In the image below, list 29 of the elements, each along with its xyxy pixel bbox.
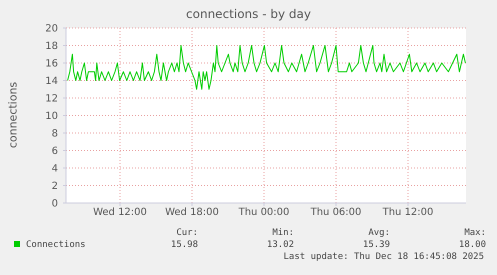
text: 13.02 (266, 240, 294, 250)
y-tick-label: 8 (52, 128, 58, 140)
y-tick-label: 12 (45, 94, 58, 104)
legend-label: Connections (25, 240, 86, 250)
x-tick-label: Wed 18:00 (165, 207, 219, 218)
y-tick-label: 6 (52, 146, 58, 157)
y-tick-label: 16 (45, 58, 58, 70)
text: Avg: (367, 228, 390, 238)
y-axis-title: connections (6, 82, 20, 148)
x-tick-label: Thu 12:00 (382, 207, 434, 218)
y-tick-label: 20 (45, 24, 58, 34)
chart-title: connections - by day (185, 7, 312, 21)
y-tick-label: 0 (52, 198, 58, 210)
y-tick-label: 14 (45, 76, 58, 87)
y-tick-label: 2 (52, 181, 58, 192)
x-tick-label: Thu 00:00 (238, 207, 290, 218)
text: Min: (271, 228, 294, 238)
x-tick-label: Thu 06:00 (310, 207, 362, 218)
text: Max: (463, 228, 486, 238)
y-tick-label: 10 (45, 111, 58, 122)
y-tick-label: 4 (52, 164, 58, 174)
text: Cur: (175, 228, 198, 238)
text: 18.00 (458, 240, 486, 250)
y-tick-label: 18 (45, 41, 58, 52)
text: Last update: Thu Dec 18 16:45:08 2025 (284, 252, 484, 262)
text: 15.98 (170, 240, 198, 250)
text: 15.39 (362, 240, 390, 250)
x-tick-label: Wed 12:00 (93, 207, 147, 218)
line-series (67, 45, 466, 90)
